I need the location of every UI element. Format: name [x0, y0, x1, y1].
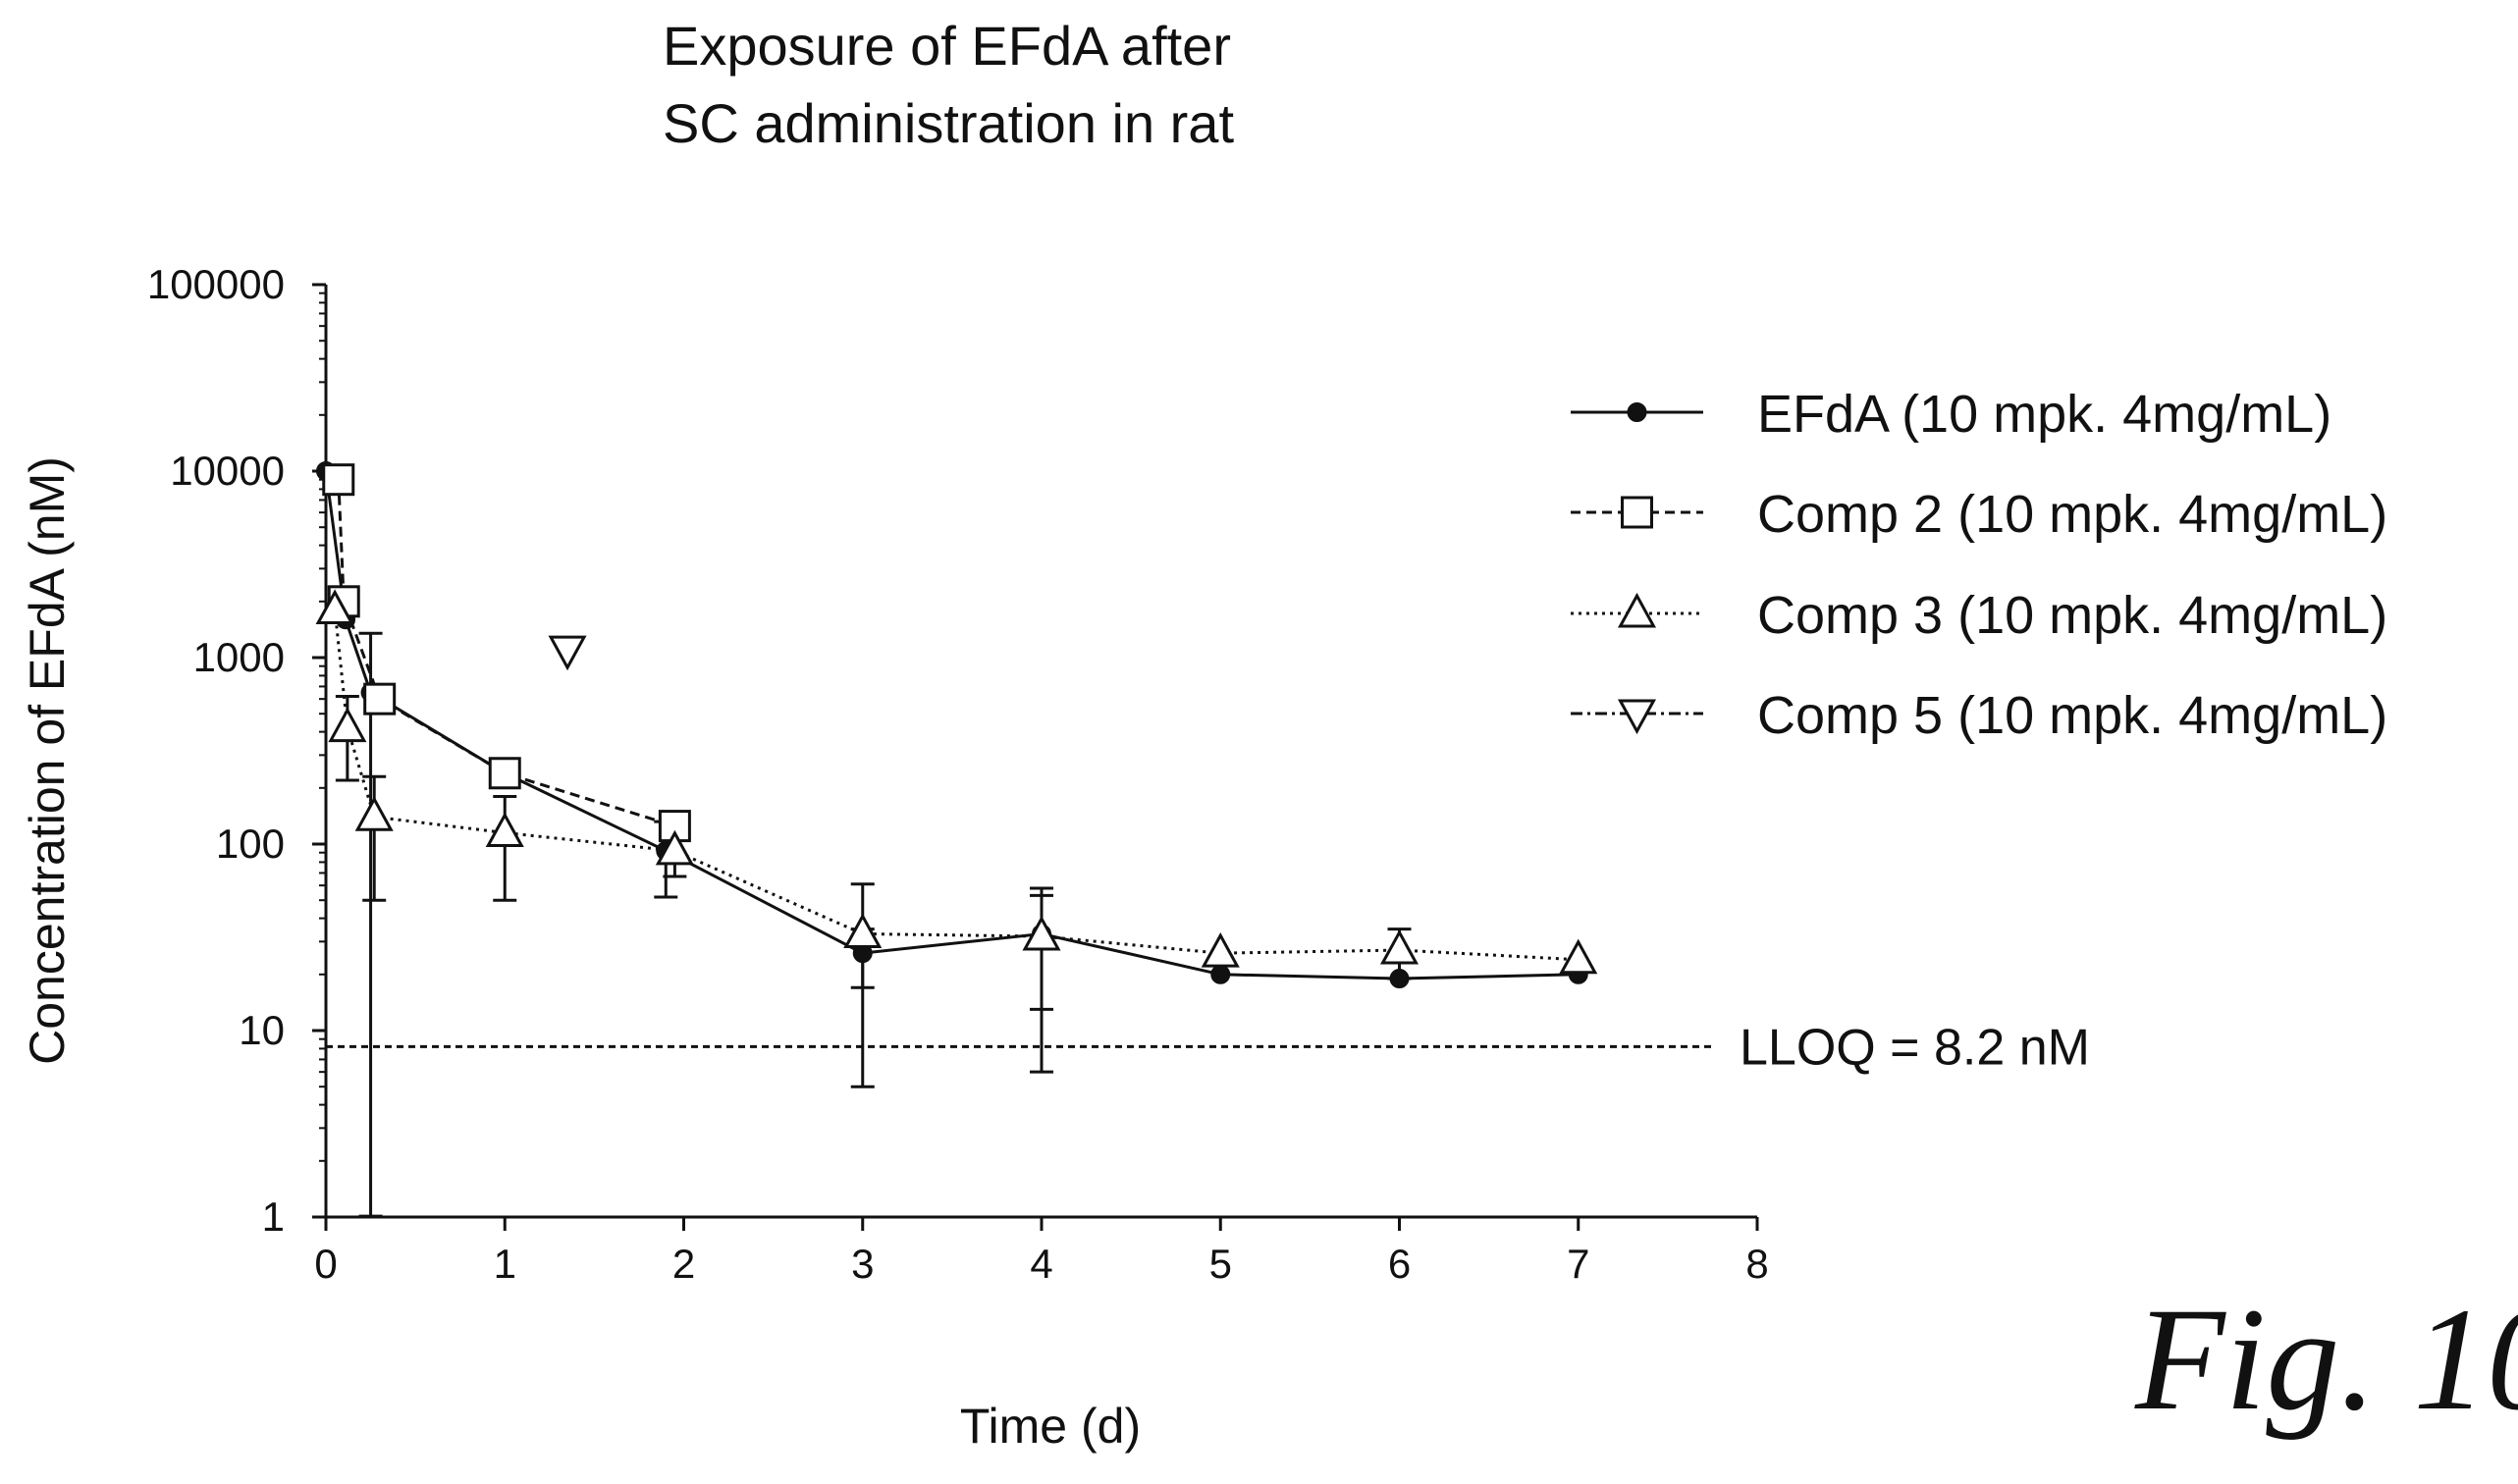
marker-open-triangle-down — [1617, 699, 1657, 735]
y-axis-label: Concentration of EFdA (nM) — [20, 456, 75, 1065]
marker-open-triangle-up — [1201, 932, 1240, 968]
marker-open-triangle-down — [548, 635, 587, 671]
marker-filled-circle — [1389, 969, 1410, 989]
marker-open-triangle-up — [315, 589, 354, 624]
marker-open-triangle-up — [655, 829, 694, 866]
error-bars — [335, 631, 1412, 1218]
y-tick-label: 10000 — [170, 448, 285, 494]
marker-open-triangle-up — [1379, 928, 1420, 965]
x-tick-label: 1 — [494, 1241, 516, 1287]
series-line-3 — [333, 610, 1579, 962]
legend-label-4: Comp 5 (10 mpk. 4mg/mL) — [1757, 686, 2387, 745]
legend-label-1: EFdA (10 mpk. 4mg/mL) — [1757, 385, 2331, 444]
x-tick-label: 8 — [1745, 1241, 1768, 1287]
y-tick-label: 1 — [262, 1193, 285, 1240]
marker-open-triangle-up — [1022, 915, 1061, 951]
lloq-reference: LLOQ = 8.2 nM — [326, 1019, 2090, 1076]
marker-open-square — [322, 463, 355, 497]
y-tick-label: 1000 — [193, 634, 285, 680]
x-tick-label: 0 — [314, 1241, 337, 1287]
marker-open-triangle-up — [843, 913, 883, 948]
y-tick-label: 100000 — [147, 261, 285, 307]
marker-open-square — [1621, 496, 1653, 529]
legend-label-2: Comp 2 (10 mpk. 4mg/mL) — [1757, 485, 2387, 544]
marker-open-triangle-up — [1617, 592, 1657, 628]
marker-open-square — [363, 682, 397, 716]
lloq-label: LLOQ = 8.2 nM — [1740, 1019, 2090, 1076]
marker-open-triangle-up — [1559, 938, 1598, 975]
x-axis-label: Time (d) — [960, 1399, 1141, 1454]
y-tick-label: 10 — [239, 1007, 285, 1053]
series-line-1 — [324, 470, 1579, 980]
x-tick-label: 6 — [1388, 1241, 1411, 1287]
marker-open-triangle-up — [354, 796, 394, 831]
y-tick-label: 100 — [216, 821, 285, 867]
marker-filled-circle — [1210, 964, 1231, 984]
chart-title-line-2: SC administration in rat — [663, 92, 1234, 154]
series-lines — [324, 470, 1579, 980]
x-tick-label: 2 — [672, 1241, 695, 1287]
figure-label: Fig. 10 — [2134, 1278, 2518, 1441]
x-tick-label: 7 — [1567, 1241, 1589, 1287]
x-tick-label: 3 — [851, 1241, 874, 1287]
data-markers — [315, 461, 1598, 989]
legend-label-3: Comp 3 (10 mpk. 4mg/mL) — [1757, 586, 2387, 645]
marker-filled-circle — [1627, 402, 1647, 422]
x-tick-label: 5 — [1209, 1241, 1232, 1287]
marker-open-triangle-up — [328, 707, 367, 743]
marker-open-triangle-up — [485, 812, 524, 847]
legend: EFdA (10 mpk. 4mg/mL) Comp 2 (10 mpk. 4mg… — [1571, 385, 2387, 745]
marker-open-square — [488, 757, 521, 790]
chart-title-line-1: Exposure of EFdA after — [663, 15, 1231, 77]
x-tick-label: 4 — [1030, 1241, 1052, 1287]
